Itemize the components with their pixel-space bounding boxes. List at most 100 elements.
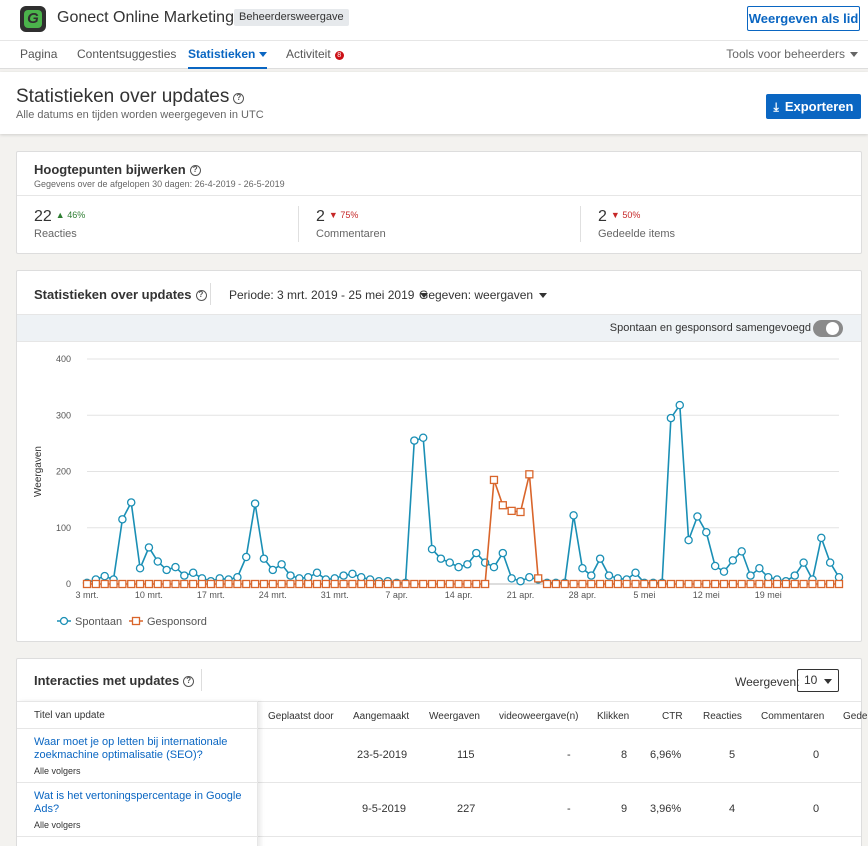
help-icon[interactable]: ? <box>233 93 245 104</box>
data-point-gesponsord <box>250 579 260 589</box>
cell-comments: 0 <box>813 803 820 815</box>
table-row: 9-5-2019 227 - 9 3,96% 4 0 <box>17 783 861 837</box>
page-size-label: Weergeven: <box>735 675 800 689</box>
column-header[interactable]: Reacties <box>703 711 742 722</box>
cell-views: 115 <box>457 749 475 761</box>
data-point-gesponsord <box>330 579 339 589</box>
help-icon[interactable]: ? <box>183 676 195 687</box>
admin-tools-dropdown[interactable]: Tools voor beheerders <box>726 41 858 68</box>
data-point-spontaan <box>817 533 826 543</box>
metric-reacties: 22 ▲ 46% Reacties <box>34 208 85 240</box>
y-tick-label: 300 <box>56 410 71 420</box>
tab-pagina[interactable]: Pagina <box>20 47 58 61</box>
data-point-spontaan <box>489 562 499 572</box>
data-point-gesponsord <box>348 579 357 589</box>
data-point-gesponsord <box>374 579 384 589</box>
data-point-spontaan <box>126 498 136 507</box>
metric-label: Gedeelde items <box>598 228 676 240</box>
data-point-spontaan <box>277 560 286 569</box>
column-header[interactable]: videoweergave(n) <box>499 711 579 722</box>
column-header[interactable]: Commentaren <box>761 711 825 722</box>
data-point-gesponsord <box>392 579 401 589</box>
data-point-spontaan <box>188 568 198 577</box>
data-point-spontaan <box>737 547 746 556</box>
admin-view-badge: Beheerdersweergave <box>234 9 349 26</box>
period-dropdown[interactable]: Periode: 3 mrt. 2019 - 25 mei 2019 <box>229 288 429 302</box>
highlights-title-text: Hoogtepunten bijwerken <box>34 162 186 177</box>
help-icon[interactable]: ? <box>189 165 201 176</box>
export-button[interactable]: ⤓ Exporteren <box>766 94 861 119</box>
tab-contentsuggesties[interactable]: Contentsuggesties <box>77 47 177 61</box>
help-icon[interactable]: ? <box>195 290 207 301</box>
data-point-gesponsord <box>764 579 773 589</box>
data-point-spontaan <box>516 576 525 586</box>
data-point-spontaan <box>286 571 295 580</box>
data-point-gesponsord <box>684 579 693 589</box>
column-header[interactable]: Titel van update <box>34 710 105 721</box>
data-point-gesponsord <box>357 579 366 589</box>
data-point-gesponsord <box>737 579 746 589</box>
download-icon: ⤓ <box>773 100 779 114</box>
data-point-gesponsord <box>427 579 437 589</box>
x-tick-label: 28 apr. <box>569 590 597 600</box>
data-point-gesponsord <box>755 579 764 589</box>
metric-change-value: 46% <box>67 210 86 220</box>
table-row: 23-5-2019 115 - 8 6,96% 5 0 <box>17 729 861 783</box>
org-name[interactable]: Gonect Online Marketing <box>57 9 234 26</box>
data-point-gesponsord <box>710 579 720 589</box>
table-row-title: Wat is het vertoningspercentage in Googl… <box>17 783 257 837</box>
data-point-spontaan <box>180 571 189 580</box>
x-tick-label: 17 mrt. <box>197 590 225 600</box>
data-point-gesponsord <box>551 579 561 589</box>
data-point-gesponsord <box>277 579 286 589</box>
toggle-knob <box>826 322 839 335</box>
data-point-spontaan <box>135 563 145 573</box>
data-point-spontaan <box>675 400 685 410</box>
data-point-gesponsord <box>640 579 649 589</box>
data-point-spontaan <box>427 544 437 554</box>
export-label: Exporteren <box>784 99 854 114</box>
period-label: Periode: 3 mrt. 2019 - 25 mei 2019 <box>229 288 415 302</box>
company-logo[interactable]: G <box>20 6 46 32</box>
data-point-spontaan <box>666 413 676 423</box>
data-point-gesponsord <box>259 579 269 589</box>
data-point-spontaan <box>525 572 534 582</box>
data-point-gesponsord <box>127 579 136 589</box>
tab-statistieken[interactable]: Statistieken <box>188 41 268 69</box>
view-as-member-button[interactable]: Weergeven als lid <box>747 6 860 31</box>
x-tick-label: 31 mrt. <box>321 590 349 600</box>
cell-reactions: 5 <box>729 749 736 761</box>
data-point-gesponsord <box>702 579 711 589</box>
data-point-gesponsord <box>91 579 100 589</box>
data-point-gesponsord <box>135 579 145 589</box>
series-line-spontaan <box>86 402 840 584</box>
highlights-card: Hoogtepunten bijwerken? Gegevens over de… <box>16 151 862 254</box>
metric-label: Commentaren <box>316 228 386 240</box>
notification-badge: 8 <box>334 51 344 60</box>
data-point-gesponsord <box>622 579 631 589</box>
metric-dropdown[interactable]: Gegeven: weergaven <box>419 288 548 302</box>
tab-activiteit[interactable]: Activiteit 8 <box>286 41 344 69</box>
data-point-gesponsord <box>312 579 322 589</box>
update-title-link[interactable]: Wat is het vertoningspercentage in Googl… <box>34 790 242 815</box>
data-point-gesponsord <box>666 579 676 589</box>
page-size-select[interactable]: 10 <box>797 669 839 692</box>
column-header[interactable]: Geplaatst door <box>268 711 334 722</box>
column-header[interactable]: Aangemaakt <box>353 711 410 722</box>
tab-activiteit-label: Activiteit <box>286 47 331 61</box>
data-point-spontaan <box>684 535 693 545</box>
data-point-gesponsord <box>799 579 808 589</box>
data-point-gesponsord <box>569 579 578 589</box>
merge-toggle[interactable] <box>813 320 843 337</box>
metric-commentaren: 2 ▼ 75% Commentaren <box>316 208 386 240</box>
column-header[interactable]: Weergaven <box>429 711 480 722</box>
column-header[interactable]: CTR <box>662 711 683 722</box>
data-point-gesponsord <box>657 579 667 589</box>
column-header[interactable]: Klikken <box>597 711 630 722</box>
data-point-gesponsord <box>233 579 242 589</box>
update-title-link[interactable]: Waar moet je op letten bij international… <box>34 736 228 761</box>
cell-ctr: 3,96% <box>650 803 682 815</box>
column-header[interactable]: Gede <box>843 711 868 722</box>
metric-value: 2 <box>598 208 607 225</box>
divider <box>298 206 299 242</box>
